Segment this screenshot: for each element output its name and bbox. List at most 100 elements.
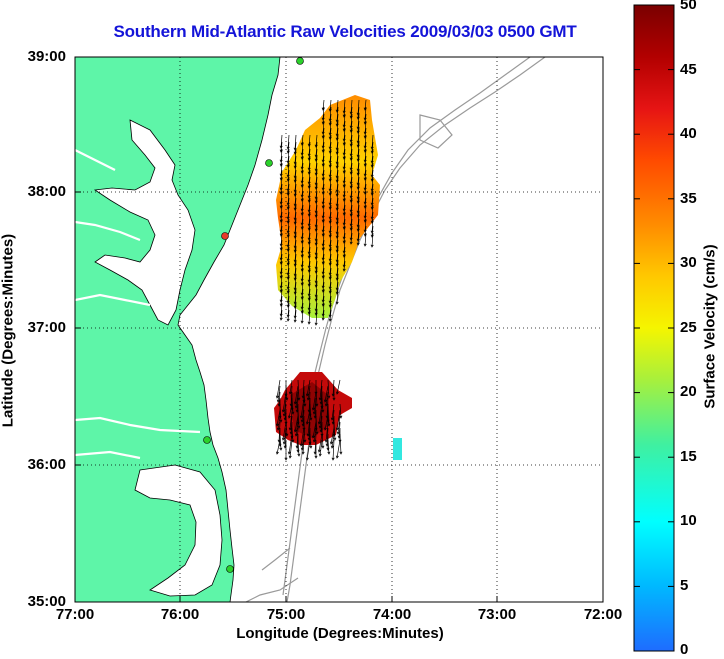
velocity-arrow [336,415,341,435]
velocity-arrow [306,415,311,437]
velocity-arrow [328,274,332,290]
velocity-arrow [300,211,304,226]
y-tick-label: 37:00 [27,319,66,336]
velocity-arrow [349,183,353,199]
chesapeake-bay [93,119,196,326]
velocity-arrow [363,190,367,205]
velocity-arrow [309,403,313,421]
velocity-arrow [286,260,290,276]
velocity-arrow [299,427,305,447]
colorbar-tick-label: 10 [680,512,697,529]
velocity-arrow [328,190,332,206]
velocity-arrow [328,176,332,192]
velocity-arrow [279,288,283,303]
colorbar-tick-label: 40 [680,125,697,142]
velocity-arrow [370,190,374,206]
velocity-arrow [300,141,304,156]
y-tick-label: 38:00 [27,183,66,200]
station-marker-red [221,232,229,240]
velocity-arrow [321,274,325,289]
station-marker [226,565,234,573]
x-tick-label: 73:00 [477,606,517,623]
velocity-arrow [311,421,317,439]
velocity-arrow [321,427,325,449]
velocity-arrow [342,260,346,272]
velocity-arrow [349,197,353,213]
velocity-arrow [300,281,304,296]
velocity-arrow [279,433,283,451]
velocity-arrow [300,253,304,268]
velocity-arrow [307,211,311,227]
colorbar-tick-label: 0 [680,641,689,658]
y-tick-label: 36:00 [27,456,66,473]
velocity-arrow [321,134,325,149]
velocity-arrow [307,225,311,241]
colorbar-tick-label: 30 [680,254,697,271]
chart-title: Southern Mid-Atlantic Raw Velocities 200… [113,22,577,41]
velocity-arrow [279,148,283,163]
velocity-arrow [300,267,304,282]
velocity-arrow [279,302,283,317]
velocity-arrow [328,232,332,248]
velocity-arrow [342,225,346,240]
velocity-arrow [300,295,304,310]
velocity-arrow [327,379,331,399]
velocity-arrow [318,409,323,429]
velocity-arrow [279,274,283,289]
colorbar-tick-label: 25 [680,319,697,336]
x-tick-label: 72:00 [583,606,623,623]
velocity-arrow [327,439,331,455]
velocity-arrow [370,204,374,220]
velocity-arrow [300,239,304,254]
velocity-arrow [342,197,346,212]
velocity-arrow [307,267,311,283]
velocity-arrow [324,391,329,407]
velocity-arrow [349,99,353,115]
velocity-arrow [321,204,325,219]
velocity-arrow [328,260,332,276]
velocity-arrow [288,439,293,459]
velocity-arrow [349,141,353,157]
velocity-arrow [286,246,290,262]
velocity-arrow [293,385,299,405]
velocity-arrow [276,385,281,403]
velocity-arrow [288,409,293,431]
velocity-arrow [297,409,301,429]
velocity-arrow [342,211,346,226]
axis-ticks [75,191,498,602]
velocity-arrow [328,120,332,136]
velocity-arrow [342,155,346,170]
velocity-arrow [286,134,290,150]
velocity-arrow [363,218,367,233]
velocity-arrow [363,176,367,191]
velocity-arrow [349,113,353,129]
colorbar-tick-label: 50 [680,0,697,13]
velocity-arrow [297,439,301,457]
velocity-arrow [328,218,332,234]
velocity-arrow [370,218,374,234]
velocity-arrow [332,386,336,401]
velocity-arrow [321,232,325,247]
velocity-arrow [318,439,323,457]
velocity-arrow [356,232,360,246]
velocity-arrow [287,433,293,455]
colorbar-tick-label: 20 [680,383,697,400]
velocity-arrow [279,309,283,321]
velocity-arrow [307,169,311,185]
colorbar-ticks [634,69,674,587]
station-marker [265,159,273,167]
velocity-arrow [335,379,341,395]
x-tick-label: 74:00 [372,606,412,623]
velocity-arrow [307,183,311,199]
velocity-arrow [328,204,332,220]
velocity-arrow [300,155,304,170]
velocity-arrow [321,288,325,303]
velocity-arrow [307,197,311,213]
velocity-arrow [286,232,290,248]
x-tick-label: 77:00 [55,606,95,623]
velocity-arrow [315,415,319,435]
velocity-arrow [363,204,367,219]
velocity-arrow [370,162,374,178]
velocity-arrow [291,397,295,415]
velocity-arrow [306,385,311,401]
